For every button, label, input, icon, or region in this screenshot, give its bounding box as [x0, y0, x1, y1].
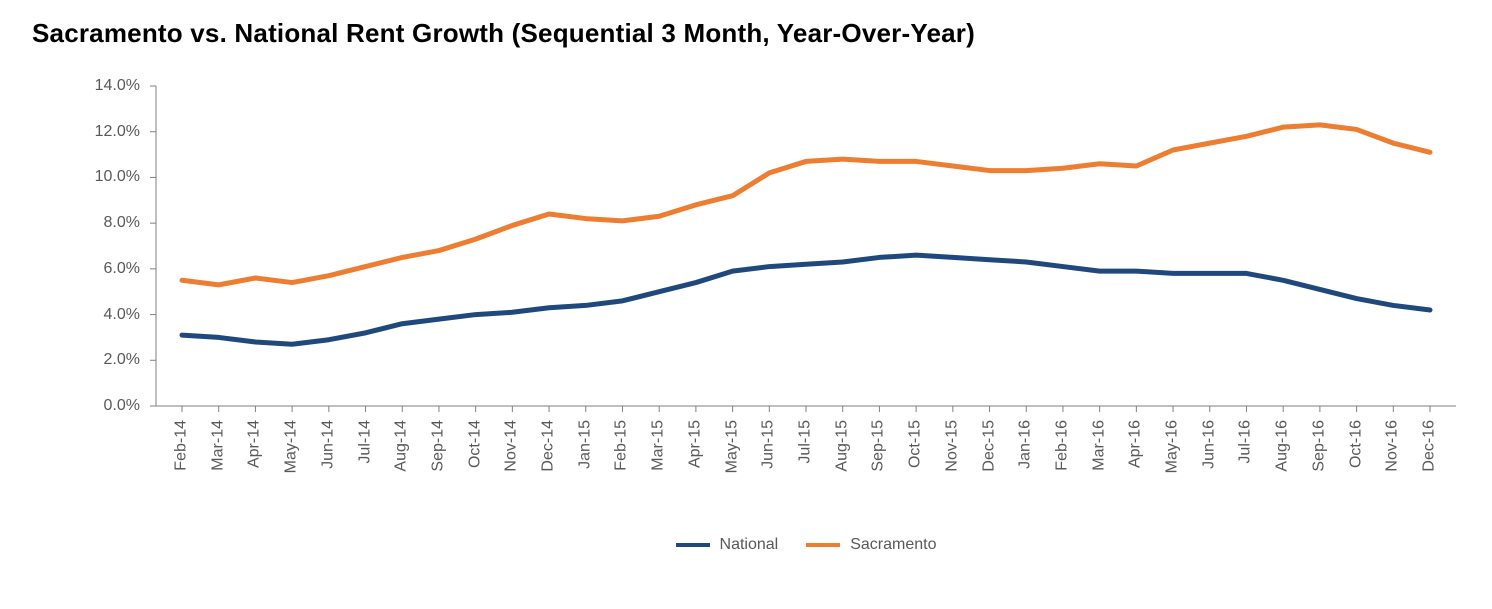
x-tick-label: Apr-15	[687, 420, 705, 468]
y-tick-label: 12.0%	[80, 123, 140, 141]
x-tick-label: Nov-15	[943, 420, 961, 472]
chart-title: Sacramento vs. National Rent Growth (Seq…	[32, 18, 975, 49]
x-tick-label: May-16	[1164, 420, 1182, 473]
legend-item: National	[676, 536, 779, 554]
plot-area	[156, 86, 1456, 406]
x-tick-label: Aug-16	[1274, 420, 1292, 472]
x-tick-label: Feb-14	[173, 420, 191, 471]
y-tick-label: 14.0%	[80, 77, 140, 95]
x-tick-label: Jul-14	[356, 420, 374, 464]
x-tick-label: Aug-15	[833, 420, 851, 472]
y-tick-label: 10.0%	[80, 168, 140, 186]
y-tick-label: 8.0%	[80, 214, 140, 232]
y-tick-label: 6.0%	[80, 260, 140, 278]
x-tick-label: Mar-15	[650, 420, 668, 471]
x-tick-label: Sep-15	[870, 420, 888, 472]
x-tick-label: Feb-16	[1054, 420, 1072, 471]
x-tick-label: Oct-16	[1347, 420, 1365, 468]
x-tick-label: Sep-14	[430, 420, 448, 472]
x-tick-label: Jun-16	[1200, 420, 1218, 469]
x-tick-label: May-14	[283, 420, 301, 473]
x-tick-label: Dec-15	[980, 420, 998, 472]
x-tick-label: Jan-16	[1017, 420, 1035, 469]
plot-svg	[156, 86, 1456, 414]
chart-container: Sacramento vs. National Rent Growth (Seq…	[0, 0, 1492, 609]
x-tick-label: Sep-16	[1311, 420, 1329, 472]
x-tick-label: Oct-15	[907, 420, 925, 468]
legend-label: National	[720, 536, 779, 554]
legend: National Sacramento	[156, 536, 1456, 554]
x-tick-label: Dec-16	[1421, 420, 1439, 472]
x-tick-label: Mar-16	[1090, 420, 1108, 471]
legend-item: Sacramento	[806, 536, 936, 554]
y-tick-label: 0.0%	[80, 397, 140, 415]
x-tick-label: Apr-16	[1127, 420, 1145, 468]
legend-swatch	[806, 543, 840, 547]
y-tick-label: 2.0%	[80, 351, 140, 369]
x-tick-label: Nov-14	[503, 420, 521, 472]
legend-swatch	[676, 543, 710, 547]
x-tick-label: Dec-14	[540, 420, 558, 472]
x-tick-label: Jun-15	[760, 420, 778, 469]
x-tick-label: Aug-14	[393, 420, 411, 472]
y-tick-label: 4.0%	[80, 306, 140, 324]
legend-label: Sacramento	[850, 536, 936, 554]
series-line	[182, 125, 1430, 285]
x-tick-label: Jan-15	[576, 420, 594, 469]
x-tick-label: Jul-15	[797, 420, 815, 464]
x-tick-label: Jul-16	[1237, 420, 1255, 464]
series-line	[182, 255, 1430, 344]
x-tick-label: Feb-15	[613, 420, 631, 471]
x-tick-label: Apr-14	[246, 420, 264, 468]
x-tick-label: May-15	[723, 420, 741, 473]
x-tick-label: Mar-14	[209, 420, 227, 471]
x-tick-label: Oct-14	[466, 420, 484, 468]
x-tick-label: Jun-14	[319, 420, 337, 469]
x-tick-label: Nov-16	[1384, 420, 1402, 472]
